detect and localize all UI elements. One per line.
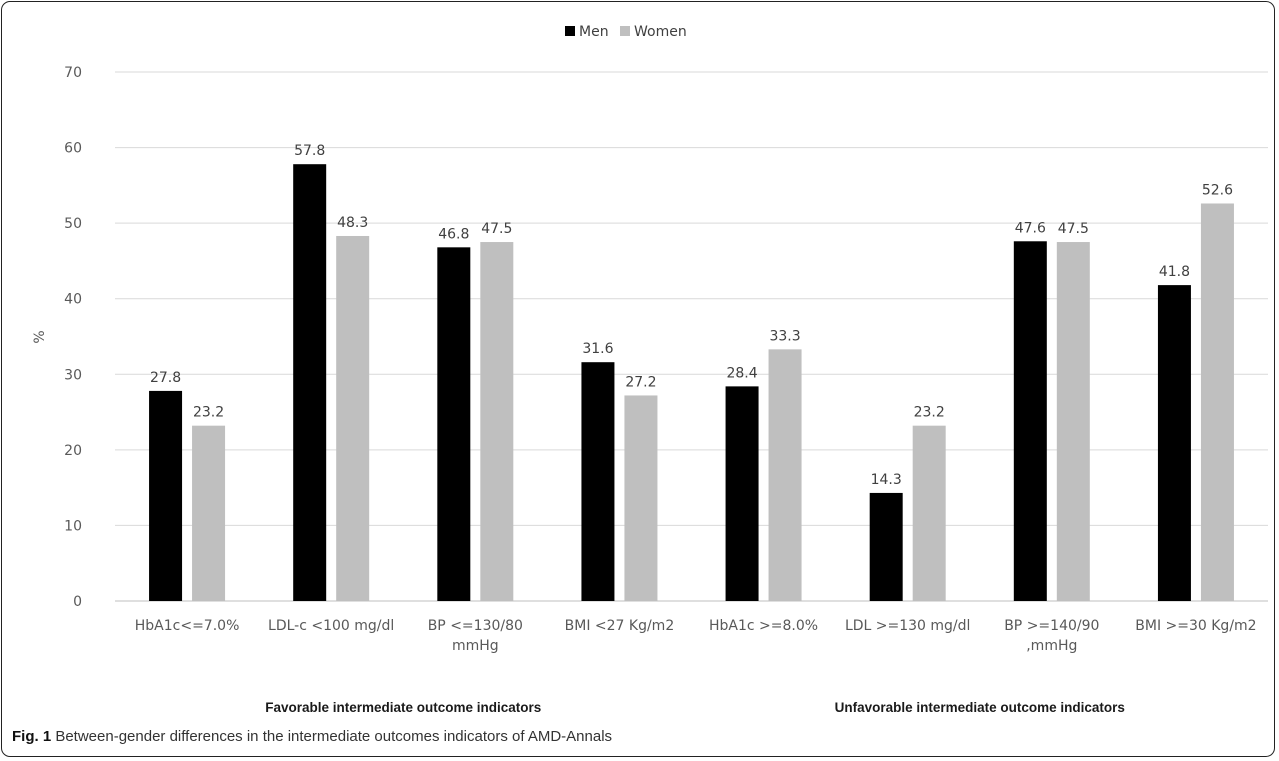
data-label: 28.4 xyxy=(726,365,757,381)
x-tick-label: BP <=130/80 xyxy=(428,618,523,634)
bar-women xyxy=(192,425,226,601)
bar-women xyxy=(480,242,514,602)
figure-caption: Fig. 1 Between-gender differences in the… xyxy=(12,728,612,745)
data-label: 23.2 xyxy=(193,405,224,421)
y-tick-label: 50 xyxy=(64,216,82,232)
x-tick-label: BP >=140/90 xyxy=(1004,618,1099,634)
bar-women xyxy=(1200,203,1234,601)
y-tick-label: 20 xyxy=(64,443,82,459)
data-label: 27.8 xyxy=(150,370,181,386)
x-tick-label: ,mmHg xyxy=(1026,638,1077,654)
data-label: 33.3 xyxy=(769,328,800,344)
bar-women xyxy=(912,425,946,601)
data-label: 23.2 xyxy=(914,405,945,421)
legend-swatch-men xyxy=(565,26,575,36)
bar-women xyxy=(1056,242,1090,602)
data-label: 41.8 xyxy=(1159,264,1190,280)
y-tick-label: 30 xyxy=(64,367,82,383)
y-tick-label: 0 xyxy=(73,594,82,610)
bar-men xyxy=(293,164,327,601)
data-label: 14.3 xyxy=(871,472,902,488)
bar-men xyxy=(1013,241,1047,601)
y-tick-label: 40 xyxy=(64,292,82,308)
bar-men xyxy=(1157,285,1191,601)
caption-label: Fig. 1 xyxy=(12,728,52,745)
group-label: Favorable intermediate outcome indicator… xyxy=(265,700,541,715)
y-tick-label: 60 xyxy=(64,141,82,157)
bar-men xyxy=(149,390,183,601)
group-label: Unfavorable intermediate outcome indicat… xyxy=(835,700,1125,715)
data-label: 47.5 xyxy=(481,221,512,237)
legend-label-men: Men xyxy=(579,24,609,40)
bar-women xyxy=(624,395,658,601)
x-tick-label: BMI <27 Kg/m2 xyxy=(565,618,675,634)
bar-men xyxy=(869,492,903,601)
data-label: 52.6 xyxy=(1202,182,1233,198)
data-label: 31.6 xyxy=(582,341,613,357)
x-tick-label: LDL-c <100 mg/dl xyxy=(268,618,394,634)
legend-label-women: Women xyxy=(634,24,687,40)
data-label: 47.5 xyxy=(1058,221,1089,237)
x-tick-label: mmHg xyxy=(452,638,499,654)
legend-swatch-women xyxy=(620,26,630,36)
bar-chart: 0 10 20 30 40 50 60 70% 27.8 23.2 HbA1c<=7.0% 57.8 4… xyxy=(32,24,1268,715)
data-label: 46.8 xyxy=(438,226,469,242)
y-axis-label: % xyxy=(32,330,48,343)
bar-women xyxy=(336,235,370,602)
x-tick-label: BMI >=30 Kg/m2 xyxy=(1135,618,1256,634)
y-tick-label: 70 xyxy=(64,65,82,81)
data-label: 57.8 xyxy=(294,143,325,159)
bar-men xyxy=(437,247,471,601)
bar-men xyxy=(725,386,759,601)
caption-text: Between-gender differences in the interm… xyxy=(51,728,613,745)
x-tick-label: LDL >=130 mg/dl xyxy=(845,618,970,634)
data-label: 27.2 xyxy=(625,374,656,390)
bar-women xyxy=(768,349,802,601)
bar-men xyxy=(581,362,615,601)
y-tick-label: 10 xyxy=(64,518,82,534)
data-label: 48.3 xyxy=(337,215,368,231)
x-tick-label: HbA1c<=7.0% xyxy=(135,618,240,634)
data-label: 47.6 xyxy=(1015,220,1046,236)
x-tick-label: HbA1c >=8.0% xyxy=(709,618,818,634)
